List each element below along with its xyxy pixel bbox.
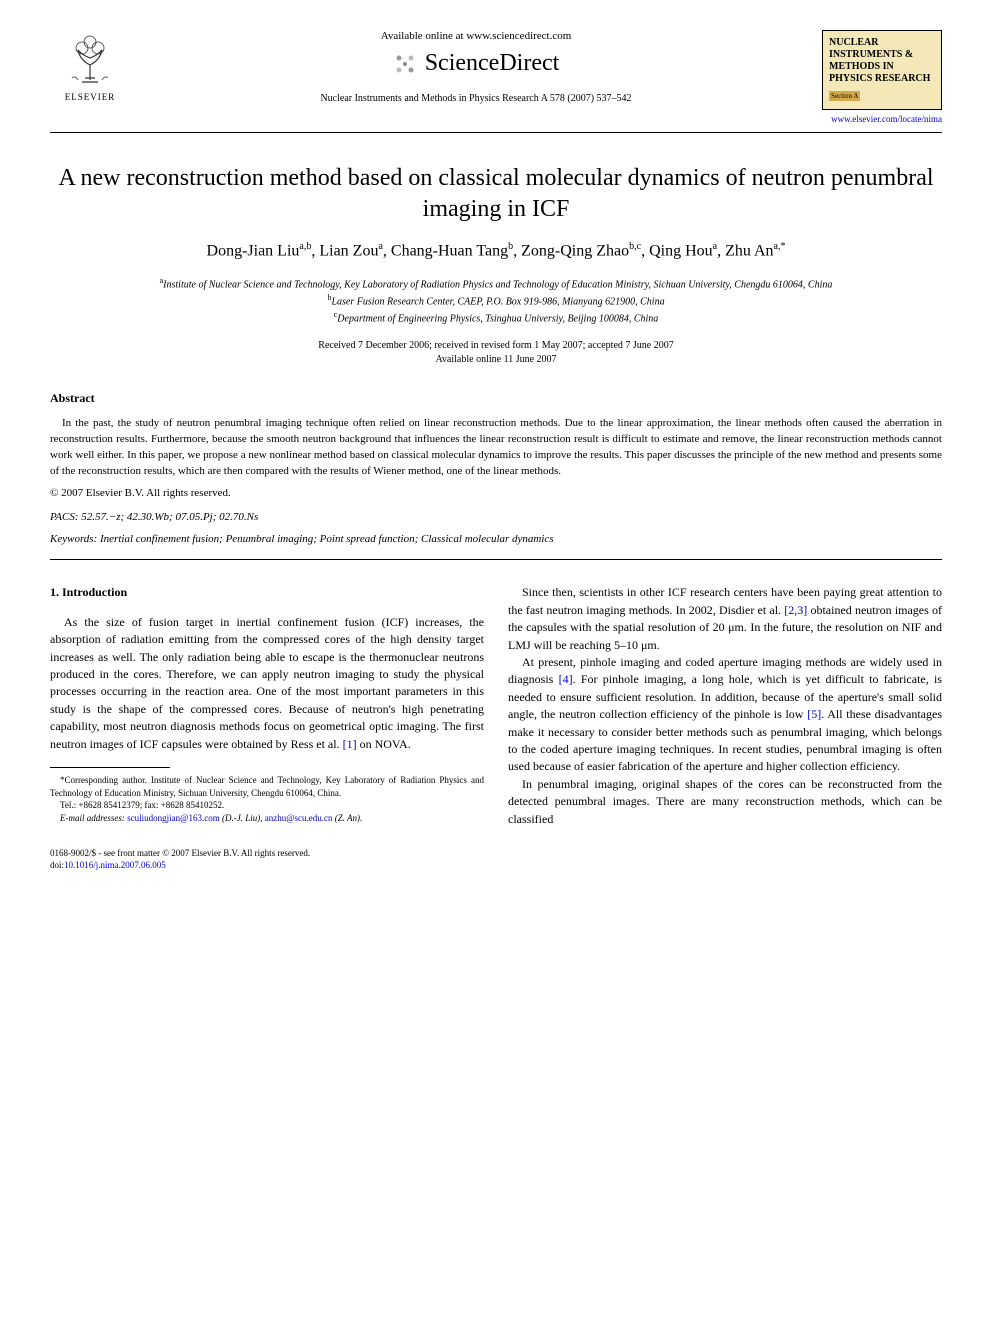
header-bar: ELSEVIER Available online at www.science… [50,30,942,133]
doi-link[interactable]: 10.1016/j.nima.2007.06.005 [64,860,166,870]
section-1-heading: 1. Introduction [50,584,484,601]
received-date: Received 7 December 2006; received in re… [50,339,942,353]
journal-box-title: NUCLEAR INSTRUMENTS & METHODS IN PHYSICS… [829,37,935,85]
journal-box-section: Section A [829,91,860,101]
intro-paragraph-1: As the size of fusion target in inertial… [50,614,484,753]
sciencedirect-brand: ScienceDirect [150,50,802,77]
keywords: Keywords: Inertial confinement fusion; P… [50,533,942,545]
article-title: A new reconstruction method based on cla… [50,163,942,225]
affiliation-a: aInstitute of Nuclear Science and Techno… [50,275,942,292]
elsevier-tree-icon [60,30,120,90]
footnote-separator [50,767,170,768]
center-header: Available online at www.sciencedirect.co… [130,30,822,104]
journal-homepage-link[interactable]: www.elsevier.com/locate/nima [822,114,942,124]
abstract-copyright: © 2007 Elsevier B.V. All rights reserved… [50,487,942,499]
right-column: Since then, scientists in other ICF rese… [508,584,942,827]
article-dates: Received 7 December 2006; received in re… [50,339,942,367]
journal-box: NUCLEAR INSTRUMENTS & METHODS IN PHYSICS… [822,30,942,110]
affiliation-b: bLaser Fusion Research Center, CAEP, P.O… [50,292,942,309]
journal-reference: Nuclear Instruments and Methods in Physi… [150,93,802,104]
email-link-2[interactable]: anzhu@scu.edu.cn [265,813,333,823]
email-link-1[interactable]: sculiudongjian@163.com [127,813,220,823]
body-columns: 1. Introduction As the size of fusion ta… [50,584,942,827]
email-footnote: E-mail addresses: sculiudongjian@163.com… [50,812,484,825]
affiliations: aInstitute of Nuclear Science and Techno… [50,275,942,327]
pacs-codes: PACS: 52.57.−z; 42.30.Wb; 07.05.Pj; 02.7… [50,511,942,523]
available-date: Available online 11 June 2007 [50,353,942,367]
authors-line: Dong-Jian Liua,b, Lian Zoua, Chang-Huan … [50,241,942,260]
abstract-text: In the past, the study of neutron penumb… [50,416,942,480]
intro-paragraph-3: At present, pinhole imaging and coded ap… [508,654,942,776]
available-online-text: Available online at www.sciencedirect.co… [150,30,802,42]
issn-line: 0168-9002/$ - see front matter © 2007 El… [50,848,942,860]
affiliation-c: cDepartment of Engineering Physics, Tsin… [50,309,942,326]
left-column: 1. Introduction As the size of fusion ta… [50,584,484,827]
bottom-bar: 0168-9002/$ - see front matter © 2007 El… [50,848,942,871]
elsevier-label: ELSEVIER [65,92,116,102]
intro-paragraph-2: Since then, scientists in other ICF rese… [508,584,942,654]
corresponding-author-footnote: *Corresponding author. Institute of Nucl… [50,774,484,799]
doi-line: doi:10.1016/j.nima.2007.06.005 [50,860,942,872]
journal-box-wrapper: NUCLEAR INSTRUMENTS & METHODS IN PHYSICS… [822,30,942,124]
sciencedirect-text: ScienceDirect [425,50,560,77]
sciencedirect-icon [393,52,417,76]
abstract-heading: Abstract [50,391,942,406]
intro-paragraph-4: In penumbral imaging, original shapes of… [508,776,942,828]
abstract-section: Abstract In the past, the study of neutr… [50,391,942,561]
tel-fax-footnote: Tel.: +8628 85412379; fax: +8628 8541025… [50,799,484,812]
elsevier-publisher: ELSEVIER [50,30,130,102]
